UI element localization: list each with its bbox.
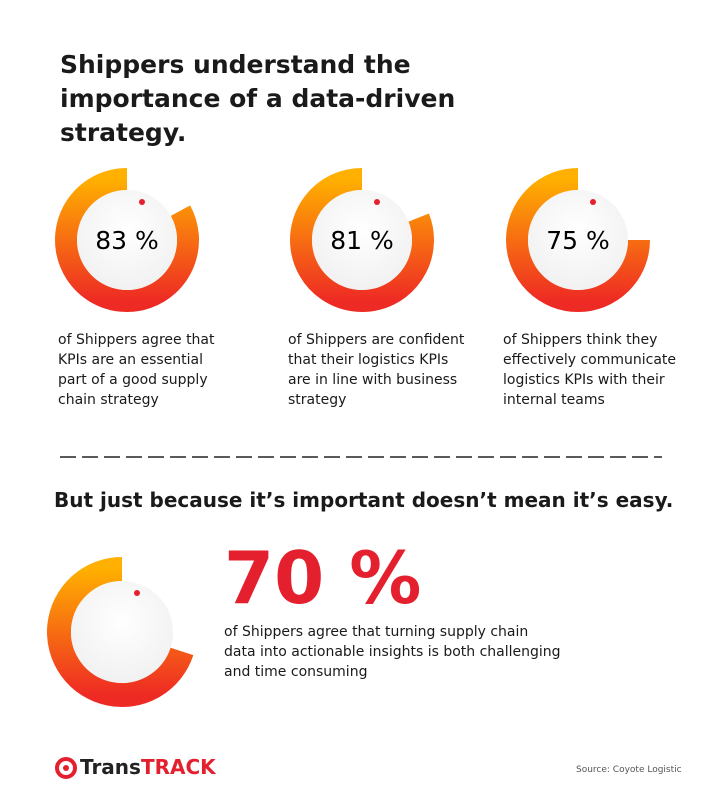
gauge-arc [55,168,199,312]
logo-suffix: TRACK [140,755,216,779]
source: Source: Coyote Logistic [576,765,682,775]
logo-prefix: Trans [80,755,141,779]
gauge-arc [506,168,650,312]
gauge-center [312,190,412,290]
big-stat: 70 % [224,536,422,620]
title: Shippers understand the importance of a … [60,50,456,147]
logo: TransTRACK [80,755,216,779]
logo-icon-dot [63,765,69,771]
section-title: But just because it’s important doesn’t … [54,488,674,512]
logo-icon [55,757,77,779]
gauge-arc [290,168,434,312]
gauge-dot [374,199,380,205]
stat-value: 75 % [546,226,610,255]
gauge-center [528,190,628,290]
stat-value: 81 % [330,226,394,255]
gauge-dot [134,590,140,596]
stat-value: 83 % [95,226,159,255]
gauge-dot [139,199,145,205]
stat-text: of Shippers are confident that their log… [288,332,465,408]
gauge-center [77,190,177,290]
gauge-center [71,581,173,683]
gauge-arc [47,557,194,707]
gauge-dot [590,199,596,205]
stat-text: of Shippers agree that KPIs are an essen… [58,332,215,408]
stat-text: of Shippers think they effectively commu… [503,332,677,408]
stat-text: of Shippers agree that turning supply ch… [224,624,561,680]
